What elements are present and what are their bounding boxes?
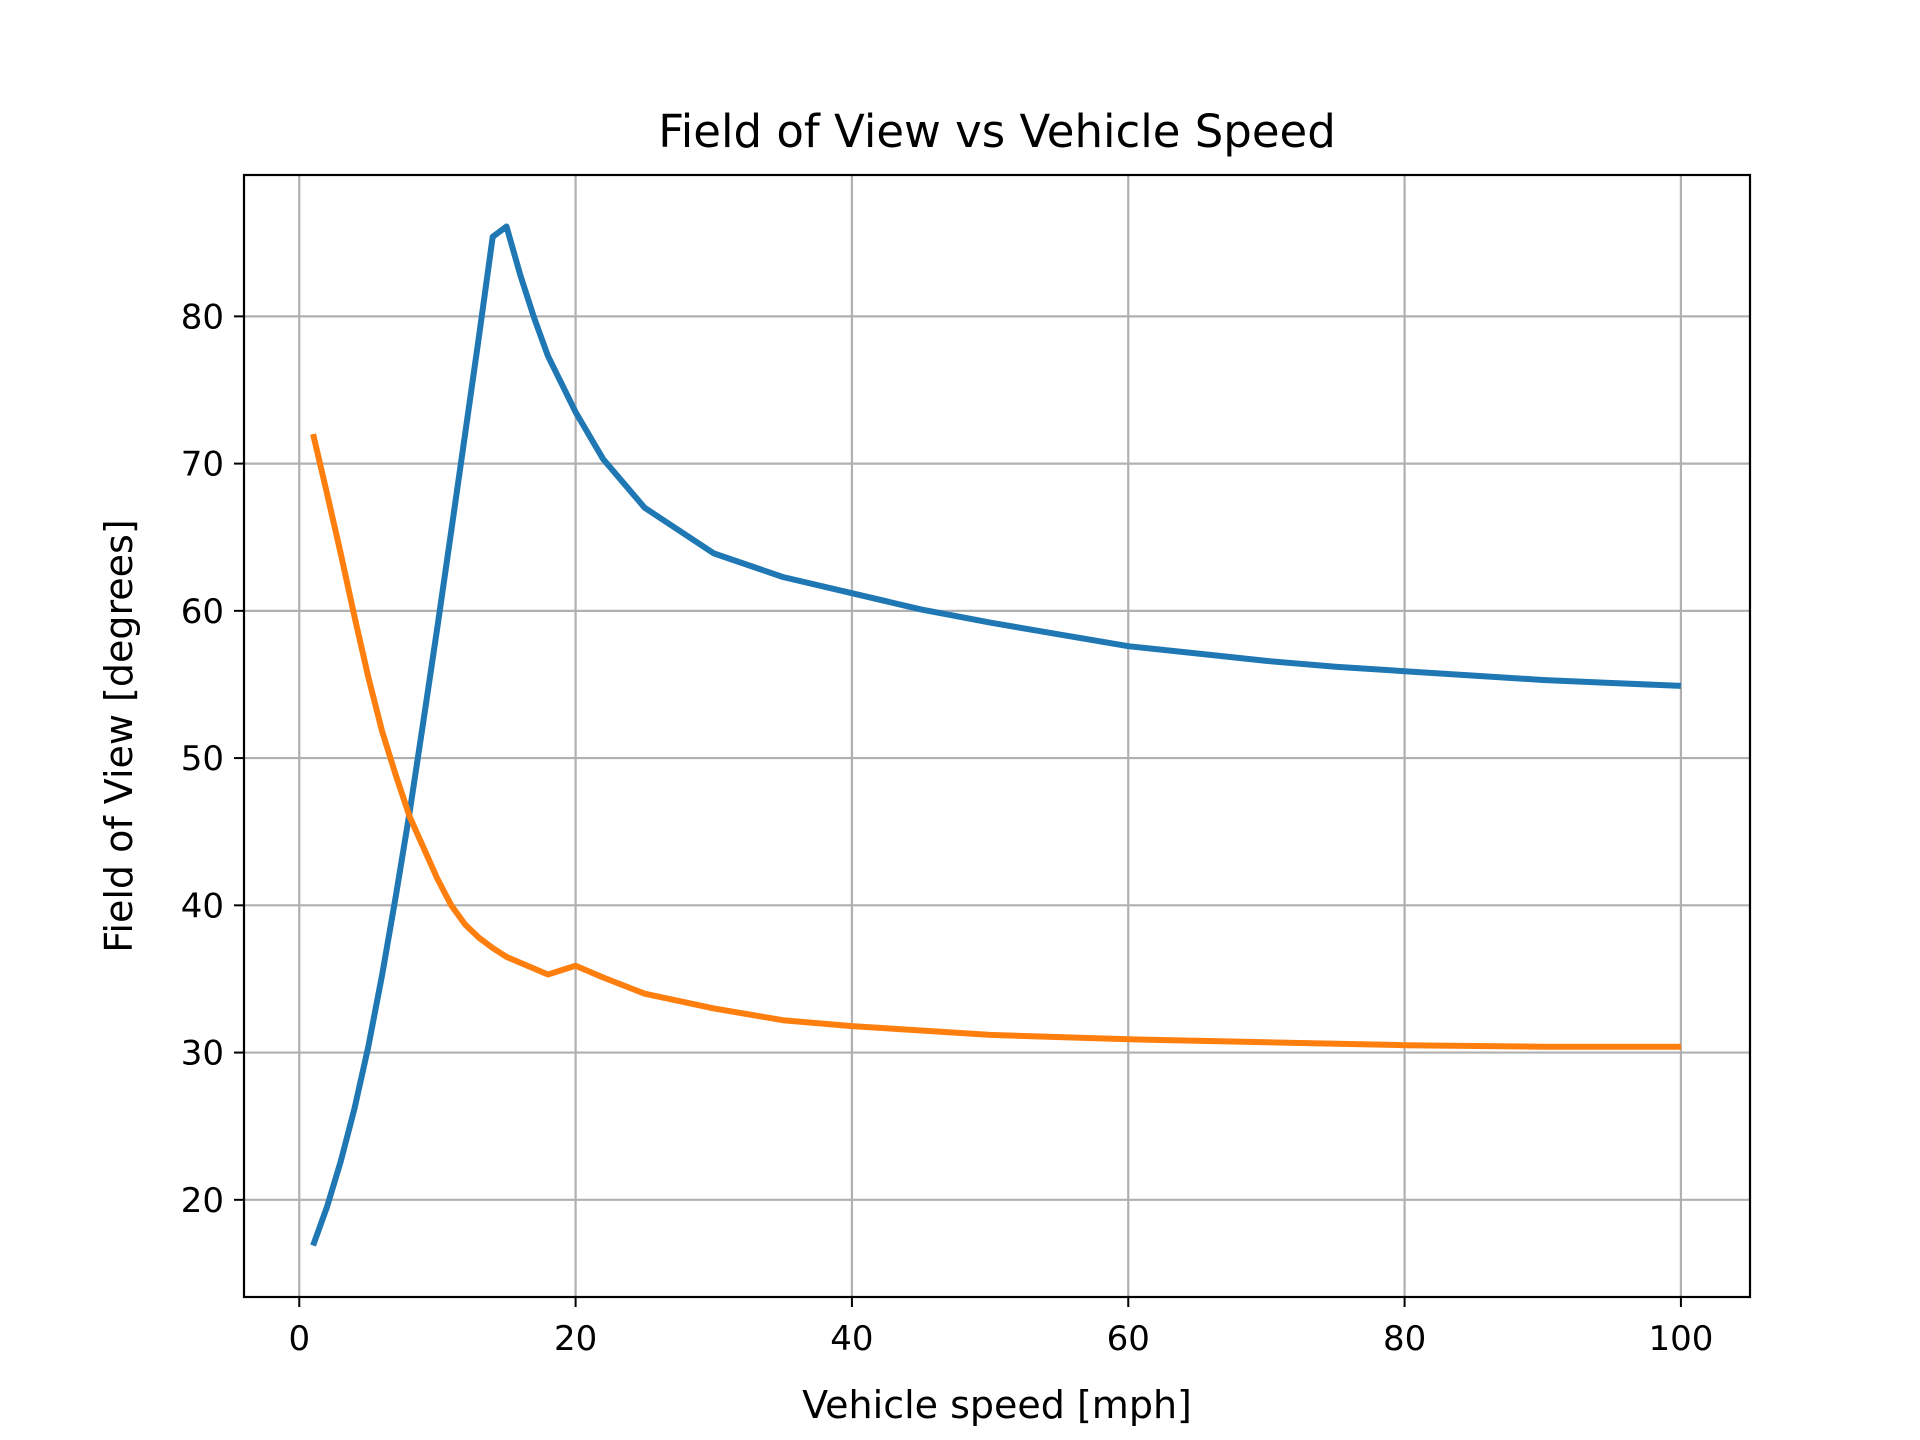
x-tick-label: 80 bbox=[1383, 1319, 1426, 1359]
y-tick-label: 30 bbox=[181, 1034, 224, 1074]
series-line-1 bbox=[310, 223, 1682, 1247]
x-tick-label: 0 bbox=[288, 1319, 310, 1359]
series-lines bbox=[310, 223, 1682, 1247]
y-tick-label: 40 bbox=[181, 886, 224, 926]
plot-frame bbox=[242, 173, 1752, 1299]
grid bbox=[244, 175, 1750, 1297]
chart-title: Field of View vs Vehicle Speed bbox=[658, 105, 1336, 158]
ticks: 0 20 40 60 80 100 20 30 40 50 60 70 80 bbox=[181, 297, 1714, 1359]
y-tick-label: 80 bbox=[181, 297, 224, 337]
y-axis-label: Field of View [degrees] bbox=[97, 519, 141, 952]
x-tick-label: 40 bbox=[830, 1319, 873, 1359]
x-axis-label: Vehicle speed [mph] bbox=[802, 1383, 1192, 1427]
y-tick-label: 70 bbox=[181, 445, 224, 485]
x-tick-label: 20 bbox=[554, 1319, 597, 1359]
series-line-2 bbox=[310, 433, 1681, 1050]
y-tick-label: 20 bbox=[181, 1181, 224, 1221]
y-tick-label: 60 bbox=[181, 592, 224, 632]
x-tick-label: 60 bbox=[1107, 1319, 1150, 1359]
y-tick-label: 50 bbox=[181, 739, 224, 779]
x-tick-label: 100 bbox=[1648, 1319, 1713, 1359]
